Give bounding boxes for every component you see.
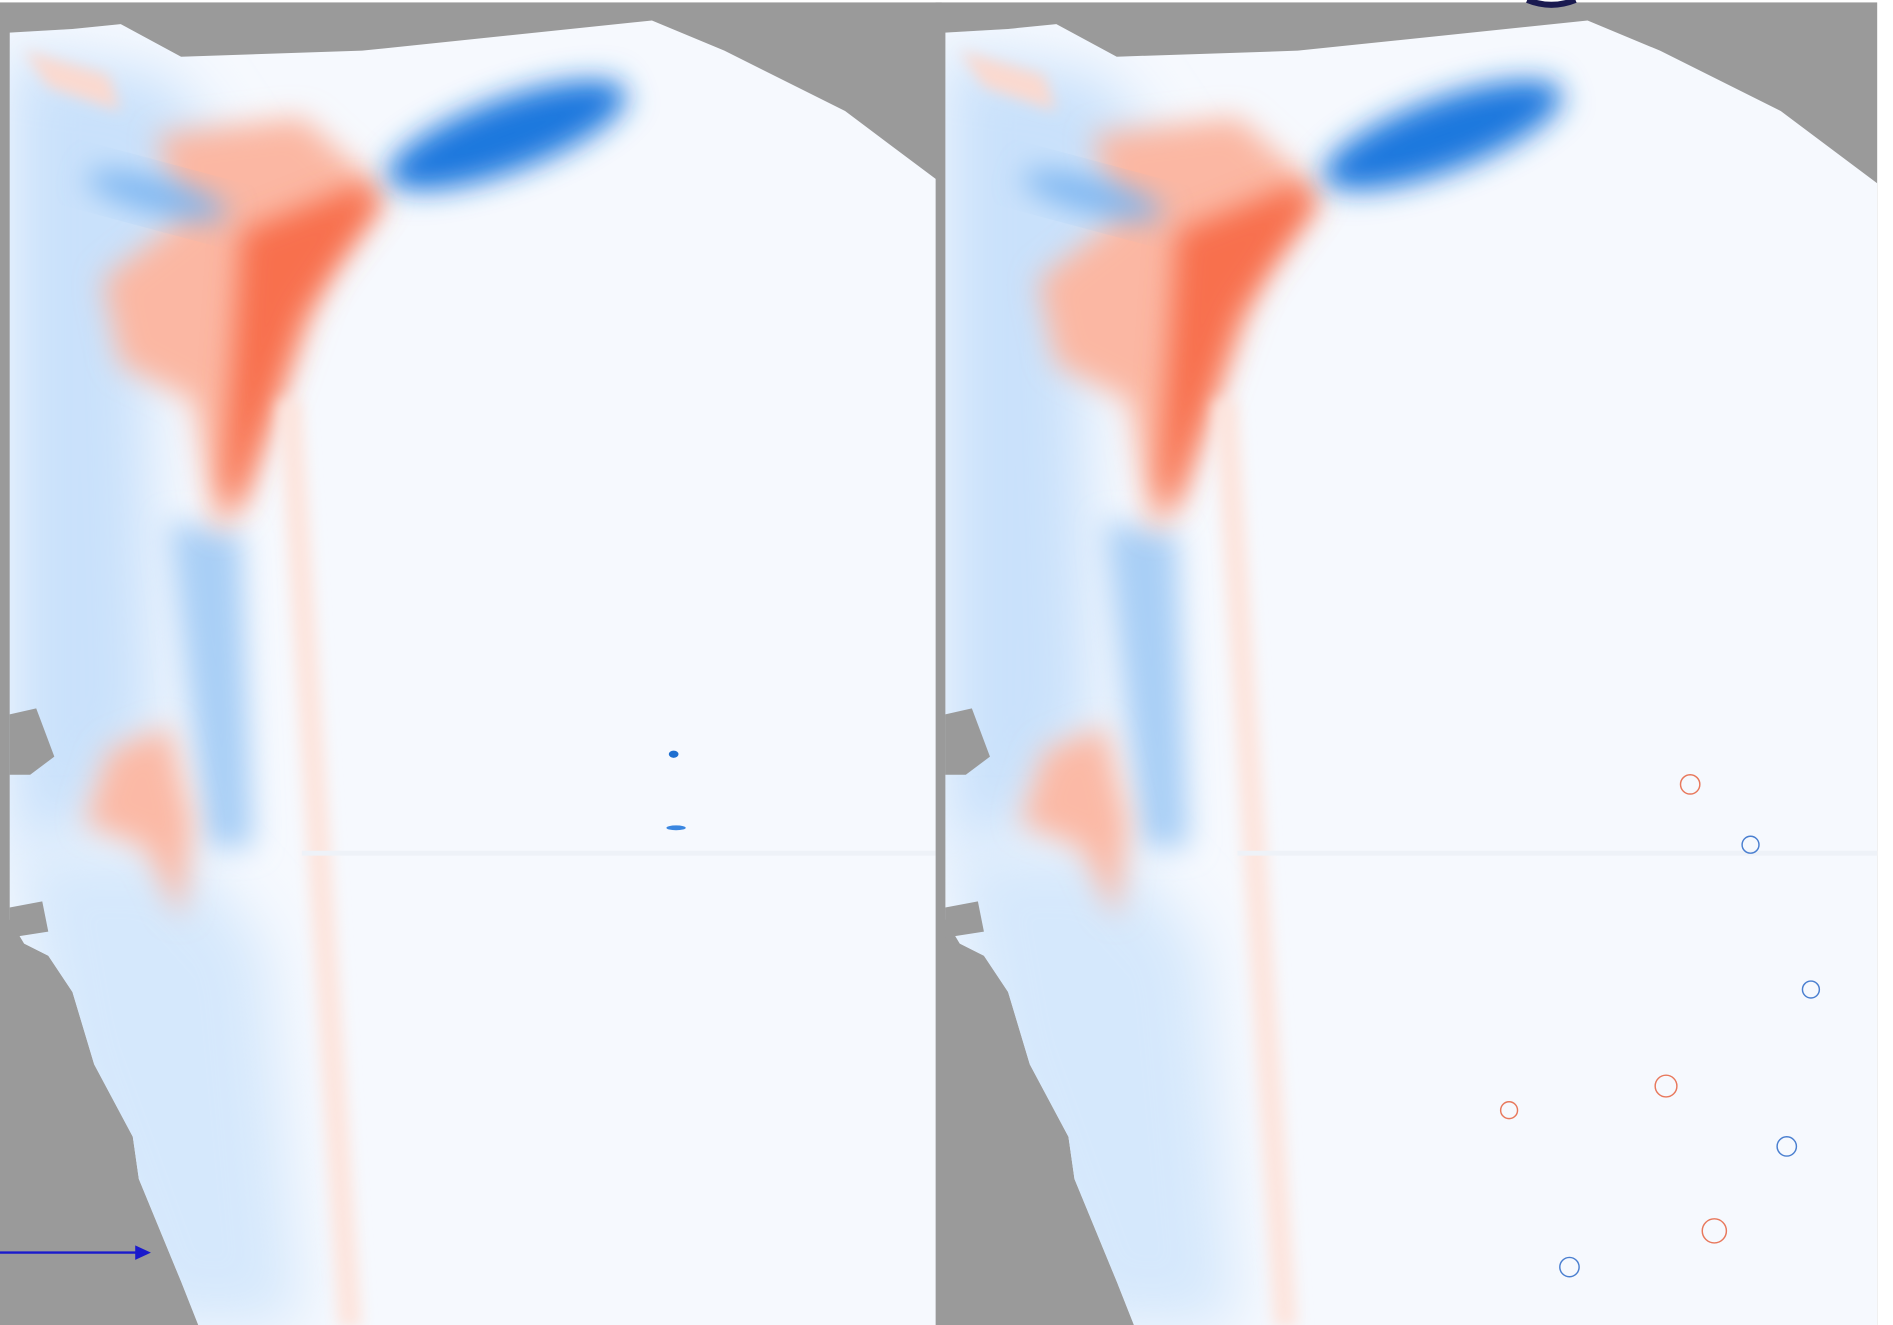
blue-spot [666,825,685,830]
right-margin [1877,0,1893,1325]
right-map-panel [936,2,1878,1325]
map-comparison [0,0,1893,1325]
blue-spot [669,751,679,758]
left-map-panel [0,2,942,1325]
page [0,0,1893,1325]
